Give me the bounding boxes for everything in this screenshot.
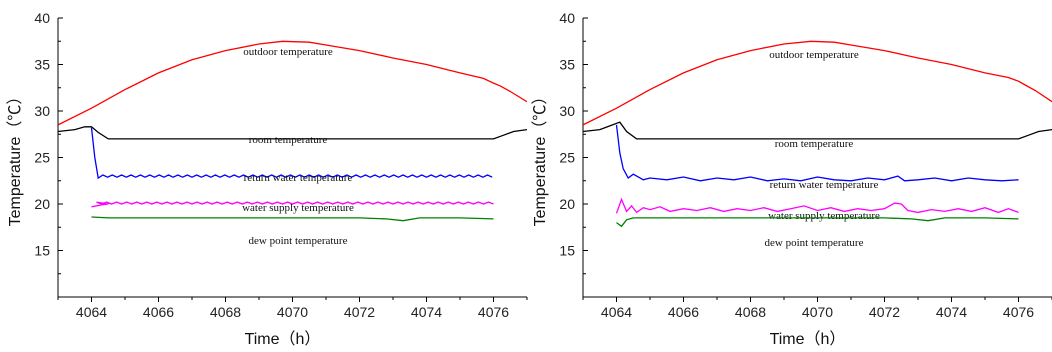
x-tick-label: 4068 xyxy=(210,304,241,320)
x-tick-label: 4064 xyxy=(76,304,107,320)
series-line-outdoor-temperature xyxy=(58,40,527,126)
y-tick-label: 15 xyxy=(34,243,50,259)
chart-panel-2: 15 20 25 30 35 40 4064 4066 4068 4070 4072 4074 4076… xyxy=(531,10,1052,348)
y-tick-label: 35 xyxy=(559,57,575,73)
x-tick-label: 4066 xyxy=(143,304,174,320)
y-tick-label: 35 xyxy=(34,57,50,73)
series-label-dew-point-temperature: dew point temperature xyxy=(765,237,864,249)
x-tick-label: 4070 xyxy=(802,304,833,320)
y-tick-label: 15 xyxy=(559,243,575,259)
series-label-water-supply-temperature: water supply temperature xyxy=(242,202,354,214)
y-tick-label: 20 xyxy=(34,196,50,212)
x-tick-label: 4066 xyxy=(668,304,699,320)
series-line-dew-point-temperature xyxy=(91,216,494,222)
series-label-water-supply-temperature: water supply temperature xyxy=(768,210,880,222)
series-line-return-water-temperature xyxy=(90,127,493,180)
x-tick-label: 4074 xyxy=(936,304,967,320)
x-tick-label: 4072 xyxy=(869,304,900,320)
series-line-dew-point-temperature xyxy=(616,217,1019,228)
y-tick-label: 25 xyxy=(34,150,50,166)
x-tick-label: 4072 xyxy=(344,304,375,320)
chart-panel-1: 15 20 25 30 35 40 4064 4066 4068 4070 4072 4074 4076… xyxy=(6,10,528,348)
x-axis-title: Time（h） xyxy=(770,330,846,348)
series-label-return-water-temperature: return water temperature xyxy=(770,179,879,191)
y-tick-label: 30 xyxy=(559,103,575,119)
x-tick-label: 4076 xyxy=(478,304,509,320)
x-tick-label: 4070 xyxy=(277,304,308,320)
series-label-room-temperature: room temperature xyxy=(249,134,328,146)
series-line-water-supply-temperature xyxy=(91,201,494,208)
x-tick-label: 4076 xyxy=(1003,304,1034,320)
y-tick-label: 30 xyxy=(34,103,50,119)
x-tick-label: 4068 xyxy=(735,304,766,320)
y-axis-title: Temperature（℃） xyxy=(6,89,24,227)
x-axis-title: Time（h） xyxy=(245,330,321,348)
series-label-return-water-temperature: return water temperature xyxy=(244,172,353,184)
series-label-outdoor-temperature: outdoor temperature xyxy=(769,49,859,61)
y-axis-title: Temperature（℃） xyxy=(531,89,549,227)
y-tick-label: 40 xyxy=(559,10,575,26)
series-line-return-water-temperature xyxy=(615,124,1019,182)
series-label-dew-point-temperature: dew point temperature xyxy=(249,235,348,247)
series-line-room-temperature xyxy=(58,126,527,140)
series-label-outdoor-temperature: outdoor temperature xyxy=(243,46,333,58)
series-line-room-temperature xyxy=(583,121,1052,140)
y-tick-label: 25 xyxy=(559,150,575,166)
series-line-water-supply-temperature xyxy=(615,197,1019,214)
y-tick-label: 40 xyxy=(34,10,50,26)
y-tick-label: 20 xyxy=(559,196,575,212)
series-label-room-temperature: room temperature xyxy=(775,138,854,150)
x-tick-label: 4064 xyxy=(601,304,632,320)
series-line-outdoor-temperature xyxy=(583,40,1052,126)
x-tick-label: 4074 xyxy=(411,304,442,320)
